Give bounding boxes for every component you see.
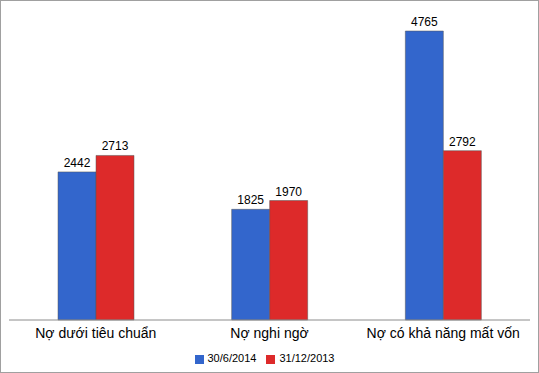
html-text:30/6/2014: 30/6/2014 <box>207 352 257 364</box>
svg-text:Nợ có khả năng mất vốn: Nợ có khả năng mất vốn <box>367 325 520 341</box>
svg-text:2713: 2713 <box>102 139 129 153</box>
svg-text:Nợ dưới tiêu chuẩn: Nợ dưới tiêu chuẩn <box>35 325 156 341</box>
svg-text:1825: 1825 <box>237 193 264 207</box>
svg-text:1970: 1970 <box>275 185 302 199</box>
svg-text:2792: 2792 <box>449 135 476 149</box>
html-text:31/12/2013: 31/12/2013 <box>279 352 335 364</box>
svg-text:4765: 4765 <box>411 15 438 29</box>
svg-text:Nợ nghi ngờ: Nợ nghi ngờ <box>230 325 308 341</box>
svg-text:2442: 2442 <box>64 156 91 170</box>
